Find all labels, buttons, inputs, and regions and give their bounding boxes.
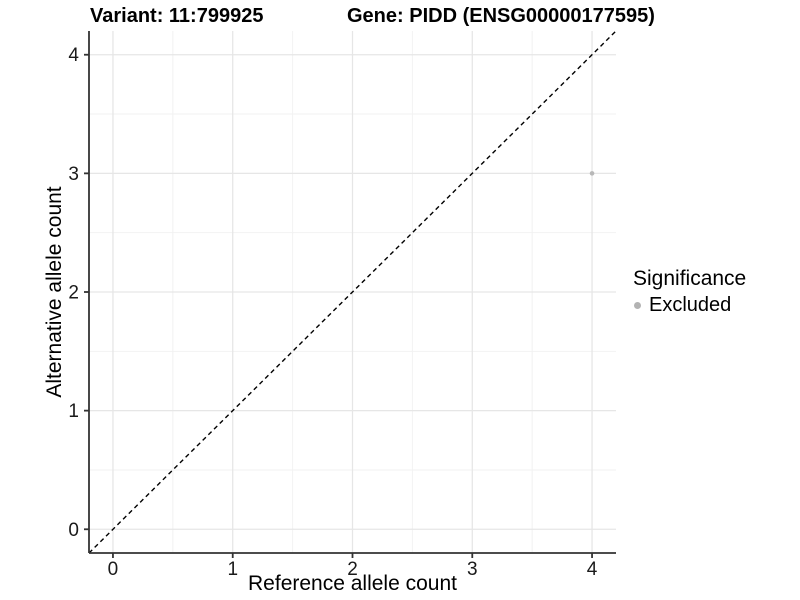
y-tick-label: 4 (68, 45, 79, 66)
excluded-point-icon (634, 302, 641, 309)
legend-item-label: Excluded (649, 294, 732, 316)
y-tick-label: 3 (68, 164, 79, 185)
y-axis-title: Alternative allele count (43, 186, 66, 398)
gene-title: Gene: PIDD (ENSG00000177595) (347, 5, 655, 27)
x-axis-title: Reference allele count (248, 572, 457, 595)
legend-item-excluded: Excluded (630, 294, 746, 317)
y-tick-label: 2 (68, 283, 79, 304)
x-tick-label: 3 (467, 559, 478, 580)
legend-title: Significance (633, 267, 747, 290)
x-tick-label: 4 (587, 559, 598, 580)
y-tick-label: 1 (68, 401, 79, 422)
data-point (589, 171, 595, 176)
legend: Significance Excluded (630, 267, 746, 317)
x-tick-label: 2 (347, 559, 358, 580)
x-tick-label: 0 (108, 559, 119, 580)
y-tick-label: 0 (68, 520, 79, 541)
x-tick-label: 1 (227, 559, 238, 580)
variant-title: Variant: 11:799925 (90, 5, 264, 27)
identity-line (88, 30, 617, 554)
